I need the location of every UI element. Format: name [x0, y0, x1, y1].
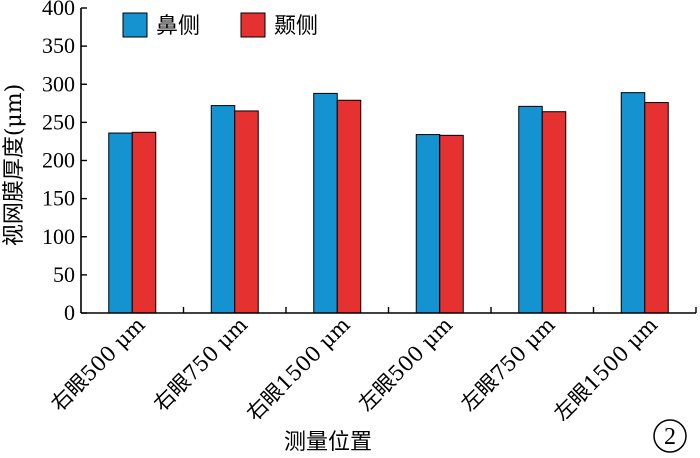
y-tick-label: 250 [42, 109, 75, 134]
x-category-label: 右眼750 μm [149, 313, 253, 417]
axes-layer [80, 8, 697, 314]
y-ticks-layer: 0 50 100 150 200 250 300 350 400 [42, 0, 87, 325]
x-category-label: 左眼1500 μm [549, 313, 662, 426]
bar-temporal [541, 111, 567, 314]
y-tick-label: 50 [53, 262, 75, 287]
bar-temporal [644, 102, 669, 314]
bar-nasal [620, 92, 646, 314]
legend-label-nasal: 鼻侧 [156, 14, 200, 39]
panel-badge-label: 2 [664, 424, 676, 450]
bar-temporal [234, 110, 259, 314]
y-tick-label: 200 [42, 148, 75, 173]
panel-badge: 2 [653, 419, 687, 453]
legend: 鼻侧 颞侧 [122, 12, 318, 39]
x-category-label: 左眼750 μm [456, 313, 560, 417]
y-tick-label: 400 [42, 0, 75, 20]
y-tick-label: 150 [42, 186, 75, 211]
x-category-label: 右眼500 μm [46, 313, 150, 417]
panel-badge-circle [653, 419, 687, 453]
bars-layer [108, 92, 669, 314]
y-tick-label: 0 [64, 300, 75, 325]
x-axis-title: 测量位置 [284, 430, 372, 455]
y-tick-label: 350 [42, 33, 75, 58]
bar-nasal [518, 105, 543, 314]
legend-label-temporal: 颞侧 [274, 14, 318, 39]
bar-temporal [336, 99, 362, 314]
legend-swatch-nasal [122, 12, 148, 38]
bar-nasal [415, 134, 441, 314]
bar-nasal [108, 132, 133, 314]
legend-swatch-temporal [240, 12, 266, 38]
y-tick-label: 300 [42, 71, 75, 96]
bar-nasal [210, 105, 236, 314]
x-category-label: 右眼1500 μm [242, 313, 355, 426]
y-tick-label: 100 [42, 224, 75, 249]
x-category-label: 左眼500 μm [354, 313, 458, 417]
bar-nasal [313, 92, 338, 314]
y-axis-title: 视网膜厚度(μm) [2, 84, 27, 246]
bar-temporal [439, 134, 464, 314]
bar-temporal [131, 131, 157, 314]
